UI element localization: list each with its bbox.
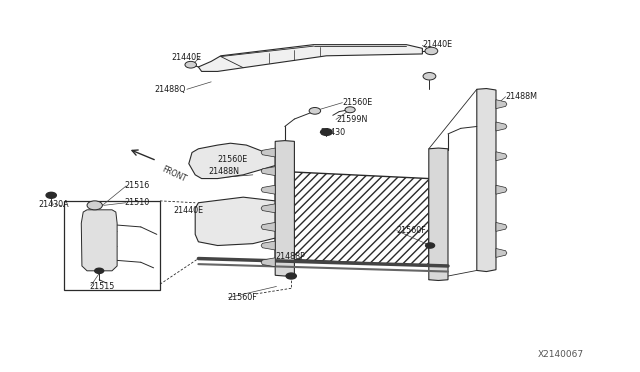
Polygon shape [496, 122, 507, 131]
Text: 21488N: 21488N [208, 167, 239, 176]
Text: 21510: 21510 [125, 198, 150, 207]
Polygon shape [496, 185, 507, 194]
Text: 21440E: 21440E [172, 53, 202, 62]
Circle shape [309, 108, 321, 114]
Circle shape [185, 61, 196, 68]
Text: 21440E: 21440E [422, 40, 452, 49]
Polygon shape [496, 248, 507, 257]
Text: 21599N: 21599N [336, 115, 367, 124]
Polygon shape [275, 141, 294, 276]
Polygon shape [261, 258, 275, 267]
Polygon shape [429, 148, 448, 280]
Text: 21560E: 21560E [342, 98, 372, 107]
Circle shape [423, 73, 436, 80]
Text: X2140067: X2140067 [538, 350, 584, 359]
Text: 21440E: 21440E [173, 206, 204, 215]
Circle shape [286, 273, 296, 279]
FancyBboxPatch shape [64, 201, 160, 290]
Polygon shape [477, 89, 496, 272]
Text: 21430: 21430 [320, 128, 345, 137]
Polygon shape [496, 100, 507, 109]
Text: 21560E: 21560E [218, 155, 248, 164]
Text: 21560F: 21560F [227, 293, 257, 302]
Text: FRONT: FRONT [160, 164, 188, 183]
Polygon shape [198, 45, 422, 71]
Circle shape [426, 243, 435, 248]
Polygon shape [275, 171, 429, 266]
Circle shape [345, 107, 355, 113]
Polygon shape [261, 185, 275, 194]
Circle shape [87, 201, 102, 210]
Polygon shape [189, 143, 275, 179]
Polygon shape [81, 210, 117, 271]
Polygon shape [261, 204, 275, 213]
Polygon shape [496, 222, 507, 231]
Text: 21488M: 21488M [506, 92, 538, 101]
Text: 21560F: 21560F [397, 226, 426, 235]
Polygon shape [261, 222, 275, 231]
Polygon shape [261, 167, 275, 176]
Polygon shape [261, 148, 275, 157]
Text: 21488P: 21488P [275, 252, 305, 261]
Circle shape [95, 268, 104, 273]
Polygon shape [195, 197, 275, 246]
Circle shape [46, 192, 56, 198]
Polygon shape [496, 152, 507, 161]
Text: 21515: 21515 [90, 282, 115, 291]
Circle shape [425, 47, 438, 55]
Text: 21430A: 21430A [38, 200, 69, 209]
Polygon shape [261, 241, 275, 250]
Circle shape [321, 129, 332, 135]
Text: 21516: 21516 [125, 182, 150, 190]
Text: 21488Q: 21488Q [154, 85, 186, 94]
